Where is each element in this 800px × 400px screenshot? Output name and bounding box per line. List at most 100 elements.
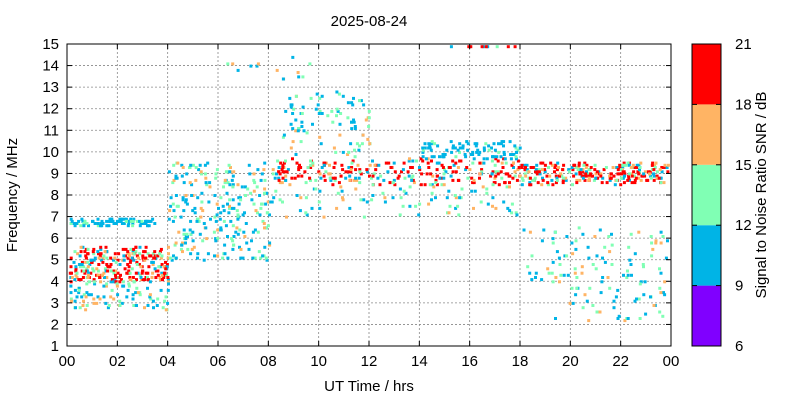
data-cell (554, 317, 557, 320)
data-cell (427, 146, 431, 150)
data-cell (502, 140, 506, 144)
data-cell (659, 241, 663, 245)
data-cell (362, 103, 366, 107)
data-cell (222, 219, 226, 223)
data-cell (525, 168, 529, 172)
data-cell (75, 276, 79, 279)
data-cell (595, 310, 599, 314)
y-tick-label: 5 (51, 252, 59, 269)
data-cell (500, 161, 504, 165)
data-cell (624, 163, 628, 167)
data-cell (631, 163, 635, 167)
data-cell (352, 118, 355, 122)
data-cell (197, 168, 201, 172)
data-cell (320, 112, 324, 115)
data-cell (127, 222, 131, 225)
data-cell (166, 301, 170, 305)
data-cell (318, 96, 322, 100)
data-cell (494, 170, 498, 174)
data-cell (126, 256, 130, 260)
data-cell (234, 230, 238, 234)
data-cell (654, 161, 658, 165)
data-cell (318, 109, 322, 113)
data-cell (581, 170, 585, 174)
data-cell (93, 222, 97, 225)
data-cell (580, 271, 584, 275)
data-cell (162, 265, 166, 269)
data-cell (418, 168, 422, 172)
data-cell (139, 265, 143, 269)
data-cell (577, 166, 581, 169)
data-cell (457, 213, 461, 217)
data-cell (281, 176, 285, 180)
data-cell (231, 224, 235, 228)
data-cell (144, 271, 148, 275)
data-cell (231, 62, 235, 66)
data-cell (82, 265, 86, 269)
data-cell (554, 181, 558, 185)
data-cell (518, 174, 522, 178)
data-cell (354, 168, 358, 172)
data-cell (456, 166, 460, 169)
data-cell (114, 280, 118, 284)
data-cell (623, 319, 627, 323)
data-cell (297, 166, 301, 169)
data-cell (609, 172, 613, 176)
data-cell (120, 217, 124, 221)
data-cell (229, 219, 233, 223)
data-cell (318, 206, 322, 210)
data-cell (566, 273, 570, 277)
data-cell (308, 176, 312, 180)
data-cell (263, 191, 266, 195)
data-cell (138, 293, 142, 297)
data-cell (575, 181, 579, 185)
data-cell (107, 304, 111, 307)
colorbar-segment (692, 164, 721, 226)
data-cell (587, 176, 591, 180)
data-cell (109, 256, 113, 260)
data-cell (411, 178, 415, 182)
data-cell (230, 178, 234, 182)
data-cell (421, 150, 425, 154)
data-cell (627, 245, 631, 249)
data-cell (127, 284, 131, 288)
data-cell (530, 254, 534, 258)
data-cell (506, 206, 510, 210)
data-cell (487, 144, 491, 148)
data-cell (73, 250, 77, 254)
data-cell (471, 161, 475, 165)
data-cell (559, 273, 563, 277)
data-cell (252, 202, 256, 206)
data-cell (365, 168, 369, 172)
data-cell (296, 71, 300, 74)
data-cell (396, 176, 400, 180)
data-cell (320, 94, 324, 98)
data-cell (118, 280, 122, 284)
data-cell (255, 185, 259, 189)
data-cell (82, 222, 86, 225)
data-cell (458, 196, 462, 200)
data-cell (322, 215, 326, 219)
data-cell (113, 278, 117, 282)
y-tick-label: 11 (43, 122, 59, 139)
data-cell (168, 209, 172, 213)
data-cell (485, 157, 489, 161)
data-cell (149, 297, 153, 301)
data-cell (334, 150, 338, 154)
data-cell (99, 247, 103, 251)
data-cell (131, 297, 135, 301)
data-cell (263, 161, 267, 165)
data-cell (206, 161, 210, 165)
data-cell (608, 178, 612, 182)
y-tick-label: 14 (42, 58, 59, 75)
data-cell (528, 181, 532, 185)
data-cell (451, 146, 455, 150)
data-cell (300, 112, 304, 115)
data-cell (294, 118, 298, 122)
data-cell (229, 206, 233, 210)
data-cells (68, 45, 670, 323)
y-tick-label: 12 (42, 101, 59, 118)
data-cell (601, 276, 605, 279)
data-cell (458, 146, 462, 150)
data-cell (191, 209, 195, 213)
